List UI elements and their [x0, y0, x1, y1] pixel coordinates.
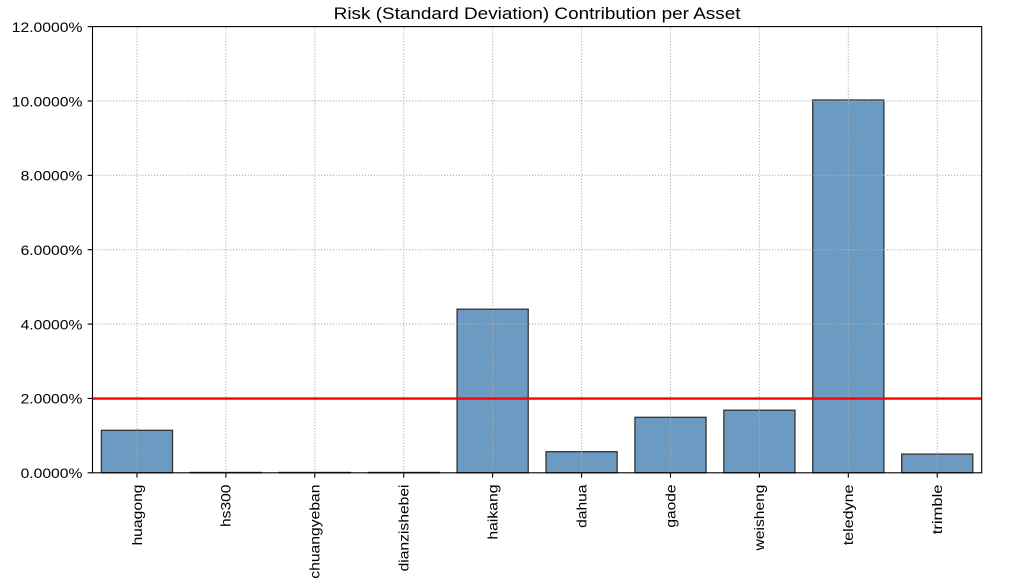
svg-text:6.0000%: 6.0000% — [21, 242, 83, 258]
svg-text:weisheng: weisheng — [751, 485, 767, 552]
svg-text:Risk (Standard Deviation) Cont: Risk (Standard Deviation) Contribution p… — [334, 4, 741, 23]
svg-text:haikang: haikang — [484, 485, 500, 540]
svg-text:2.0000%: 2.0000% — [21, 391, 83, 407]
svg-text:huagong: huagong — [129, 485, 145, 546]
svg-text:8.0000%: 8.0000% — [21, 168, 83, 184]
svg-text:dahua: dahua — [573, 484, 589, 528]
svg-text:dianzishebei: dianzishebei — [396, 485, 412, 572]
svg-text:hs300: hs300 — [218, 484, 234, 527]
svg-text:0.0000%: 0.0000% — [21, 465, 83, 481]
svg-text:12.0000%: 12.0000% — [12, 19, 83, 35]
svg-text:teledyne: teledyne — [840, 484, 856, 545]
svg-text:4.0000%: 4.0000% — [21, 316, 83, 332]
svg-text:trimble: trimble — [929, 484, 945, 534]
svg-text:gaode: gaode — [662, 484, 678, 527]
svg-text:chuangyeban: chuangyeban — [307, 485, 323, 579]
svg-text:10.0000%: 10.0000% — [12, 93, 83, 109]
